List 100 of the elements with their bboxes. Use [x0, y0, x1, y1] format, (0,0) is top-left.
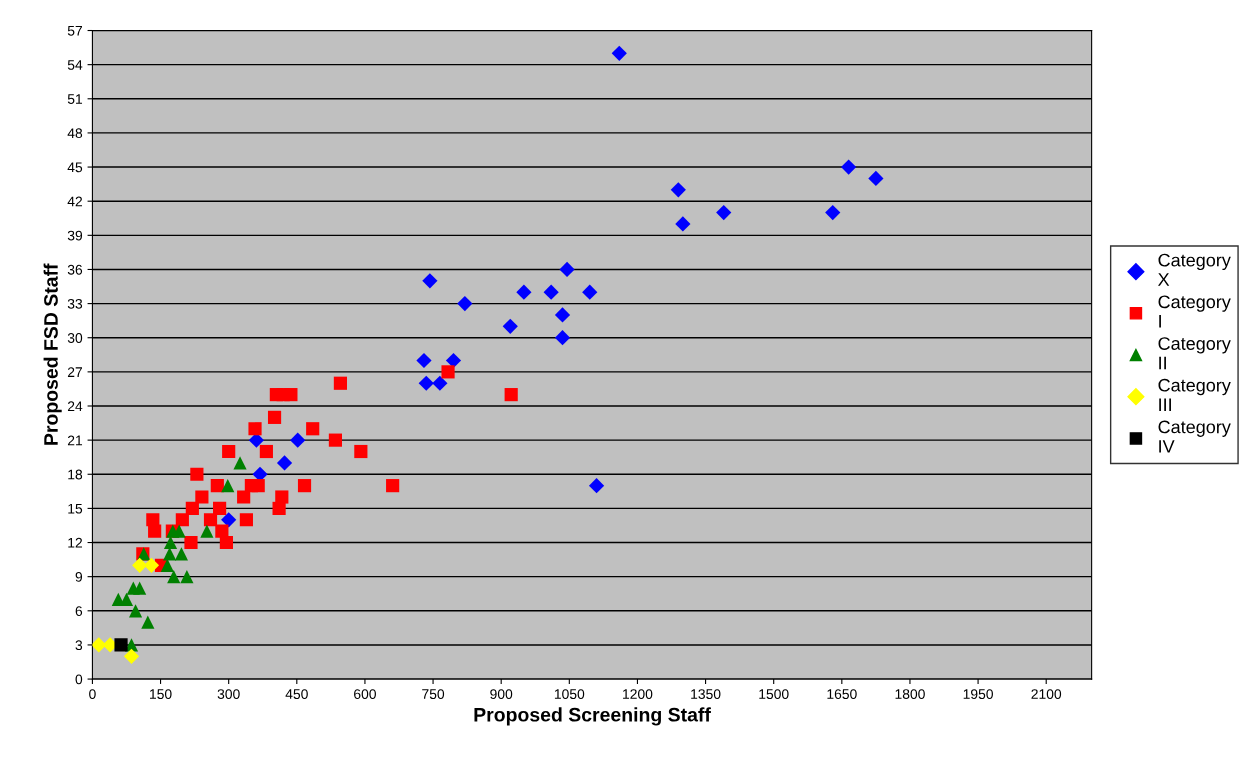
point	[167, 570, 181, 584]
point	[516, 284, 532, 300]
point	[543, 284, 559, 300]
point	[221, 479, 235, 493]
point	[190, 467, 204, 481]
point	[290, 432, 306, 448]
point	[284, 388, 298, 402]
point	[252, 466, 268, 482]
point	[559, 261, 575, 278]
point	[146, 513, 160, 527]
x-tick-label: 1200	[623, 689, 653, 699]
point	[582, 284, 598, 300]
point	[306, 422, 320, 436]
point	[554, 330, 571, 346]
point	[128, 604, 143, 618]
point	[195, 490, 209, 504]
y-tick-label: 24	[67, 401, 83, 412]
point	[219, 535, 233, 550]
point	[172, 524, 186, 538]
y-tick-label: 9	[75, 572, 83, 582]
point	[333, 376, 347, 390]
point	[675, 216, 691, 232]
point	[143, 557, 160, 573]
point	[132, 557, 148, 573]
point	[588, 478, 605, 494]
x-tick-label: 2100	[1031, 689, 1062, 699]
point	[92, 637, 107, 653]
y-tick-label: 18	[68, 469, 83, 480]
y-tick-label: 0	[75, 674, 83, 685]
x-tick-label: 450	[285, 689, 308, 699]
x-axis-title: Proposed Screening Staff	[474, 707, 711, 726]
point	[175, 513, 189, 527]
point	[259, 444, 273, 459]
point	[868, 170, 884, 187]
point	[180, 570, 194, 584]
y-tick-label: 12	[68, 537, 83, 548]
point	[504, 388, 518, 402]
legend-label: Category I	[1158, 295, 1231, 328]
point	[441, 365, 455, 379]
point	[670, 182, 686, 198]
point	[457, 295, 473, 312]
point	[203, 513, 218, 527]
y-tick-label: 51	[67, 94, 83, 104]
point	[222, 444, 236, 459]
point	[237, 490, 251, 504]
point	[445, 352, 462, 369]
x-tick-label: 1050	[554, 689, 585, 699]
y-tick-label: 39	[67, 230, 83, 241]
point	[328, 433, 342, 447]
x-tick-label: 1950	[963, 689, 993, 699]
point	[432, 375, 448, 391]
point	[418, 375, 434, 391]
x-tick-label: 300	[217, 689, 240, 699]
point	[502, 318, 518, 334]
y-tick-label: 6	[75, 606, 83, 616]
point	[141, 615, 155, 629]
x-tick-label: 1800	[895, 689, 925, 699]
point	[210, 479, 224, 493]
y-tick-label: 36	[67, 264, 83, 275]
legend-label: Category II	[1158, 337, 1231, 370]
y-tick-label: 57	[67, 26, 83, 36]
legend-label: Category X	[1158, 253, 1231, 286]
y-tick-label: 54	[67, 60, 83, 70]
point	[267, 410, 282, 424]
point	[239, 513, 253, 527]
x-tick-label: 0	[89, 689, 96, 699]
point	[160, 558, 174, 572]
point	[554, 307, 571, 323]
y-tick-label: 33	[67, 298, 83, 309]
point	[174, 547, 189, 561]
point	[422, 273, 438, 289]
point	[272, 501, 286, 515]
y-tick-label: 21	[67, 435, 83, 446]
point	[825, 204, 841, 221]
point	[133, 581, 147, 595]
point	[221, 512, 237, 528]
point	[200, 524, 214, 538]
point	[185, 501, 199, 515]
point	[716, 204, 732, 221]
point	[148, 524, 162, 538]
point	[251, 479, 265, 493]
point	[213, 501, 227, 515]
y-tick-label: 3	[75, 640, 83, 651]
y-tick-label: 30	[67, 333, 83, 343]
point	[114, 638, 128, 652]
y-tick-label: 48	[67, 128, 83, 139]
legend-label: Category IV	[1158, 420, 1231, 453]
point	[184, 535, 198, 550]
point	[276, 455, 293, 471]
x-tick-label: 750	[422, 689, 445, 699]
point	[611, 45, 627, 61]
y-axis-title: Proposed FSD Staff	[43, 263, 62, 445]
x-tick-label: 1350	[691, 689, 721, 699]
y-tick-label: 45	[67, 162, 83, 173]
point	[248, 422, 262, 436]
legend-label: Category III	[1158, 378, 1231, 411]
point	[841, 159, 857, 175]
x-tick-label: 600	[354, 689, 376, 699]
x-tick-label: 900	[490, 689, 513, 699]
y-tick-label: 27	[67, 367, 83, 377]
